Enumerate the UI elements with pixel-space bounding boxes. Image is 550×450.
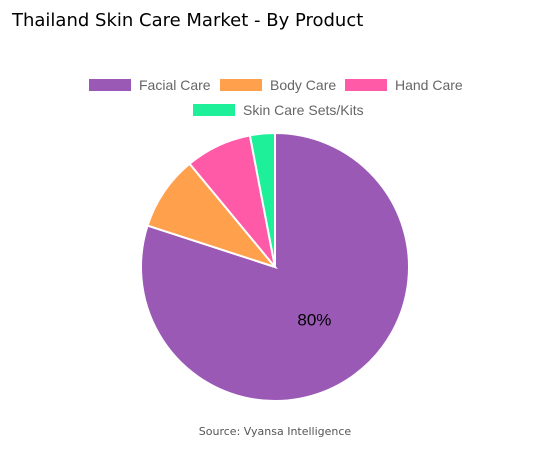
legend-label-skin-care-sets-kits: Skin Care Sets/Kits	[243, 102, 364, 118]
legend-swatch-hand-care	[345, 79, 387, 91]
source-note: Source: Vyansa Intelligence	[198, 425, 352, 438]
legend-item-skin-care-sets-kits[interactable]: Skin Care Sets/Kits	[193, 102, 364, 118]
legend-swatch-skin-care-sets-kits	[193, 104, 235, 116]
legend-item-hand-care[interactable]: Hand Care	[345, 77, 463, 93]
slice-label-facial-care: 80%	[297, 311, 331, 330]
legend-label-hand-care: Hand Care	[395, 77, 463, 93]
legend-item-body-care[interactable]: Body Care	[220, 77, 336, 93]
legend-label-facial-care: Facial Care	[139, 77, 211, 93]
legend-swatch-facial-care	[89, 79, 131, 91]
legend-label-body-care: Body Care	[270, 77, 337, 93]
chart-legend: Facial Care Body Care Hand Care Skin Car…	[0, 0, 550, 120]
legend-swatch-body-care	[220, 79, 262, 91]
chart-title: Thailand Skin Care Market - By Product	[12, 10, 364, 31]
pie-labels: 80%	[297, 311, 331, 330]
pie-slices	[140, 131, 410, 402]
legend-item-facial-care[interactable]: Facial Care	[89, 77, 211, 93]
pie-slice-skin-care-sets-kits[interactable]	[248, 131, 276, 268]
